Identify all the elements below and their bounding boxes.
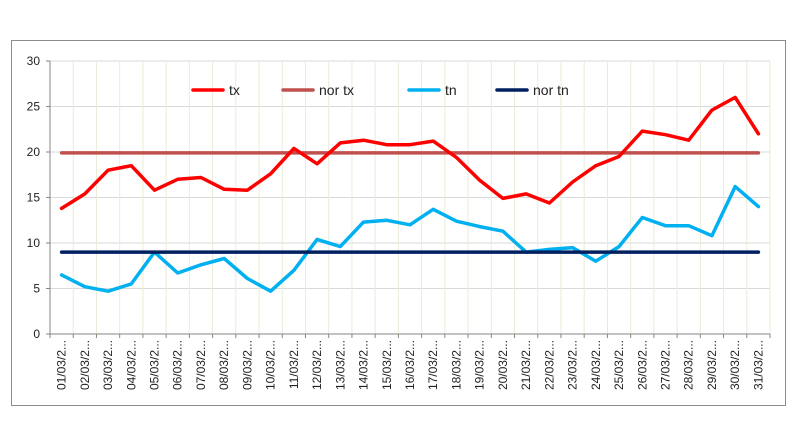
- x-tick-label: 06/03/2...: [171, 340, 185, 390]
- x-tick-label: 11/03/2...: [287, 340, 301, 389]
- series-lines: [59, 95, 761, 293]
- x-tick-label: 29/03/2...: [705, 340, 719, 390]
- x-tick-label: 15/03/2...: [380, 340, 394, 390]
- x-tick-label: 19/03/2...: [473, 340, 487, 390]
- x-tick-label: 21/03/2...: [519, 340, 533, 390]
- x-tick-label: 23/03/2...: [566, 340, 580, 390]
- x-tick-label: 26/03/2...: [635, 340, 649, 390]
- x-tick-label: 13/03/2...: [333, 340, 347, 390]
- x-tick-label: 09/03/2...: [240, 340, 254, 390]
- x-tick-label: 30/03/2...: [728, 340, 742, 390]
- x-tick-label: 24/03/2...: [589, 340, 603, 390]
- x-tick-label: 16/03/2...: [403, 340, 417, 390]
- x-tick-label: 27/03/2...: [658, 340, 672, 390]
- x-tick-label: 10/03/2...: [264, 340, 278, 390]
- legend-label-tn: tn: [445, 82, 457, 98]
- x-tick-label: 03/03/2...: [101, 340, 115, 390]
- legend-label-nor-tn: nor tn: [533, 82, 569, 98]
- legend-label-nor-tx: nor tx: [319, 82, 354, 98]
- x-tick-label: 17/03/2...: [426, 340, 440, 390]
- x-tick-label: 08/03/2...: [217, 340, 231, 390]
- legend: tx nor tx tn nor tn: [191, 82, 569, 98]
- x-tick-label: 02/03/2...: [78, 340, 92, 390]
- x-tick-label: 12/03/2...: [310, 340, 324, 390]
- series-line-tn: [59, 184, 761, 293]
- x-tick-label: 20/03/2...: [496, 340, 510, 390]
- x-tick-label: 14/03/2...: [357, 340, 371, 390]
- x-tick-label: 04/03/2...: [124, 340, 138, 390]
- x-tick-label: 25/03/2...: [612, 340, 626, 390]
- y-tick-label: 30: [27, 54, 41, 68]
- x-tick-label: 07/03/2...: [194, 340, 208, 390]
- gridlines: [50, 60, 771, 334]
- x-tick-label: 18/03/2...: [449, 340, 463, 390]
- y-tick-label: 25: [27, 100, 41, 114]
- y-tick-label: 5: [33, 282, 40, 296]
- x-axis-ticks: 01/03/2... 02/03/2... 03/03/2... 04/03/2...…: [49, 334, 771, 390]
- x-tick-label: 31/03/2...: [751, 340, 765, 390]
- y-tick-label: 15: [27, 191, 41, 205]
- x-tick-label: 01/03/2...: [55, 340, 69, 390]
- series-line-tx: [59, 95, 761, 211]
- y-tick-label: 0: [33, 327, 40, 341]
- x-tick-label: 28/03/2...: [682, 340, 696, 390]
- x-tick-label: 05/03/2...: [148, 340, 162, 390]
- y-axis-ticks: 0 5 10 15 20 25 30: [27, 54, 50, 341]
- y-tick-label: 10: [27, 236, 41, 250]
- x-tick-label: 22/03/2...: [542, 340, 556, 390]
- y-tick-label: 20: [27, 145, 41, 159]
- legend-label-tx: tx: [229, 82, 240, 98]
